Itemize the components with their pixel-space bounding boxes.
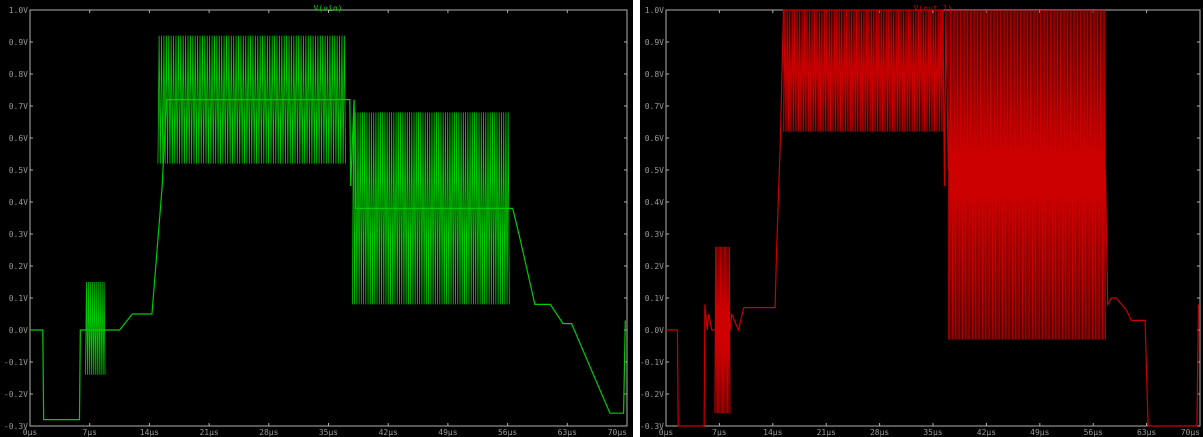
x-tick-label: 70µs	[608, 428, 627, 437]
y-tick-label: 0.1V	[9, 294, 28, 303]
x-tick-label: 21µs	[199, 428, 218, 437]
x-tick-label: 21µs	[817, 428, 836, 437]
plot-frame	[29, 9, 628, 427]
y-tick-label: 0.1V	[645, 294, 664, 303]
x-tick-label: 7µs	[82, 428, 97, 437]
x-tick-label: 14µs	[763, 428, 782, 437]
chart-vin: V(vin) 1.0V 0.9V 0.8V 0.7V 0.6V 0.5V 0.4V 0.3V 0…	[4, 4, 628, 437]
x-tick-label: 56µs	[498, 428, 517, 437]
signal-trace	[666, 9, 1200, 427]
x-tick-label: 0µs	[659, 428, 674, 437]
y-tick-label: -0.2V	[640, 390, 664, 399]
x-tick-label: 7µs	[712, 428, 727, 437]
x-tick-label: 14µs	[140, 428, 159, 437]
x-tick-label: 56µs	[1084, 428, 1103, 437]
x-tick-label: 42µs	[977, 428, 996, 437]
x-tick-label: 70µs	[1181, 428, 1200, 437]
y-tick-label: 0.5V	[645, 166, 664, 175]
x-tick-label: 0µs	[23, 428, 38, 437]
y-tick-label: 0.4V	[645, 198, 664, 207]
y-tick-label: 0.2V	[645, 262, 664, 271]
signal-trace	[30, 98, 626, 421]
y-tick-label: 0.0V	[645, 326, 664, 335]
chart-title: V(out 1)	[914, 4, 953, 13]
x-tick-label: 28µs	[259, 428, 278, 437]
y-tick-label: 0.8V	[9, 70, 28, 79]
y-tick-label: 0.9V	[9, 38, 28, 47]
x-tick-label: 35µs	[319, 428, 338, 437]
y-tick-label: -0.3V	[4, 422, 28, 431]
y-tick-label: 1.0V	[9, 6, 28, 15]
chart-panel-vout: V(out 1) 1.0V 0.9V 0.8V 0.7V 0.6V 0.5V 0.4V 0.3…	[640, 0, 1203, 437]
x-tick-label: 63µs	[1137, 428, 1156, 437]
x-tick-label: 63µs	[558, 428, 577, 437]
chart-title: V(vin)	[314, 4, 343, 13]
y-tick-label: 0.7V	[9, 102, 28, 111]
y-tick-label: 0.6V	[645, 134, 664, 143]
y-tick-label: 1.0V	[645, 6, 664, 15]
y-tick-label: 0.3V	[645, 230, 664, 239]
y-tick-label: 0.0V	[9, 326, 28, 335]
y-tick-label: -0.1V	[4, 358, 28, 367]
y-tick-label: 0.8V	[645, 70, 664, 79]
y-tick-label: 0.4V	[9, 198, 28, 207]
x-tick-label: 28µs	[870, 428, 889, 437]
signal-burst	[85, 281, 106, 375]
signal-burst	[947, 9, 1106, 340]
signal-burst	[157, 35, 346, 164]
y-tick-label: 0.9V	[645, 38, 664, 47]
y-tick-label: 0.6V	[9, 134, 28, 143]
y-tick-label: 0.2V	[9, 262, 28, 271]
y-tick-label: -0.1V	[640, 358, 664, 367]
y-tick-label: -0.2V	[4, 390, 28, 399]
y-tick-label: -0.3V	[640, 422, 664, 431]
x-tick-label: 49µs	[438, 428, 457, 437]
chart-panel-vin: V(vin) 1.0V 0.9V 0.8V 0.7V 0.6V 0.5V 0.4V 0.3V 0…	[0, 0, 633, 437]
chart-vout: V(out 1) 1.0V 0.9V 0.8V 0.7V 0.6V 0.5V 0.4V 0.3…	[640, 4, 1201, 437]
signal-burst	[351, 112, 510, 305]
signal-burst	[783, 9, 944, 132]
signal-burst	[714, 246, 731, 414]
x-tick-label: 35µs	[923, 428, 942, 437]
y-tick-label: 0.3V	[9, 230, 28, 239]
x-tick-label: 49µs	[1030, 428, 1049, 437]
y-tick-label: 0.7V	[645, 102, 664, 111]
y-tick-label: 0.5V	[9, 166, 28, 175]
x-tick-label: 42µs	[379, 428, 398, 437]
